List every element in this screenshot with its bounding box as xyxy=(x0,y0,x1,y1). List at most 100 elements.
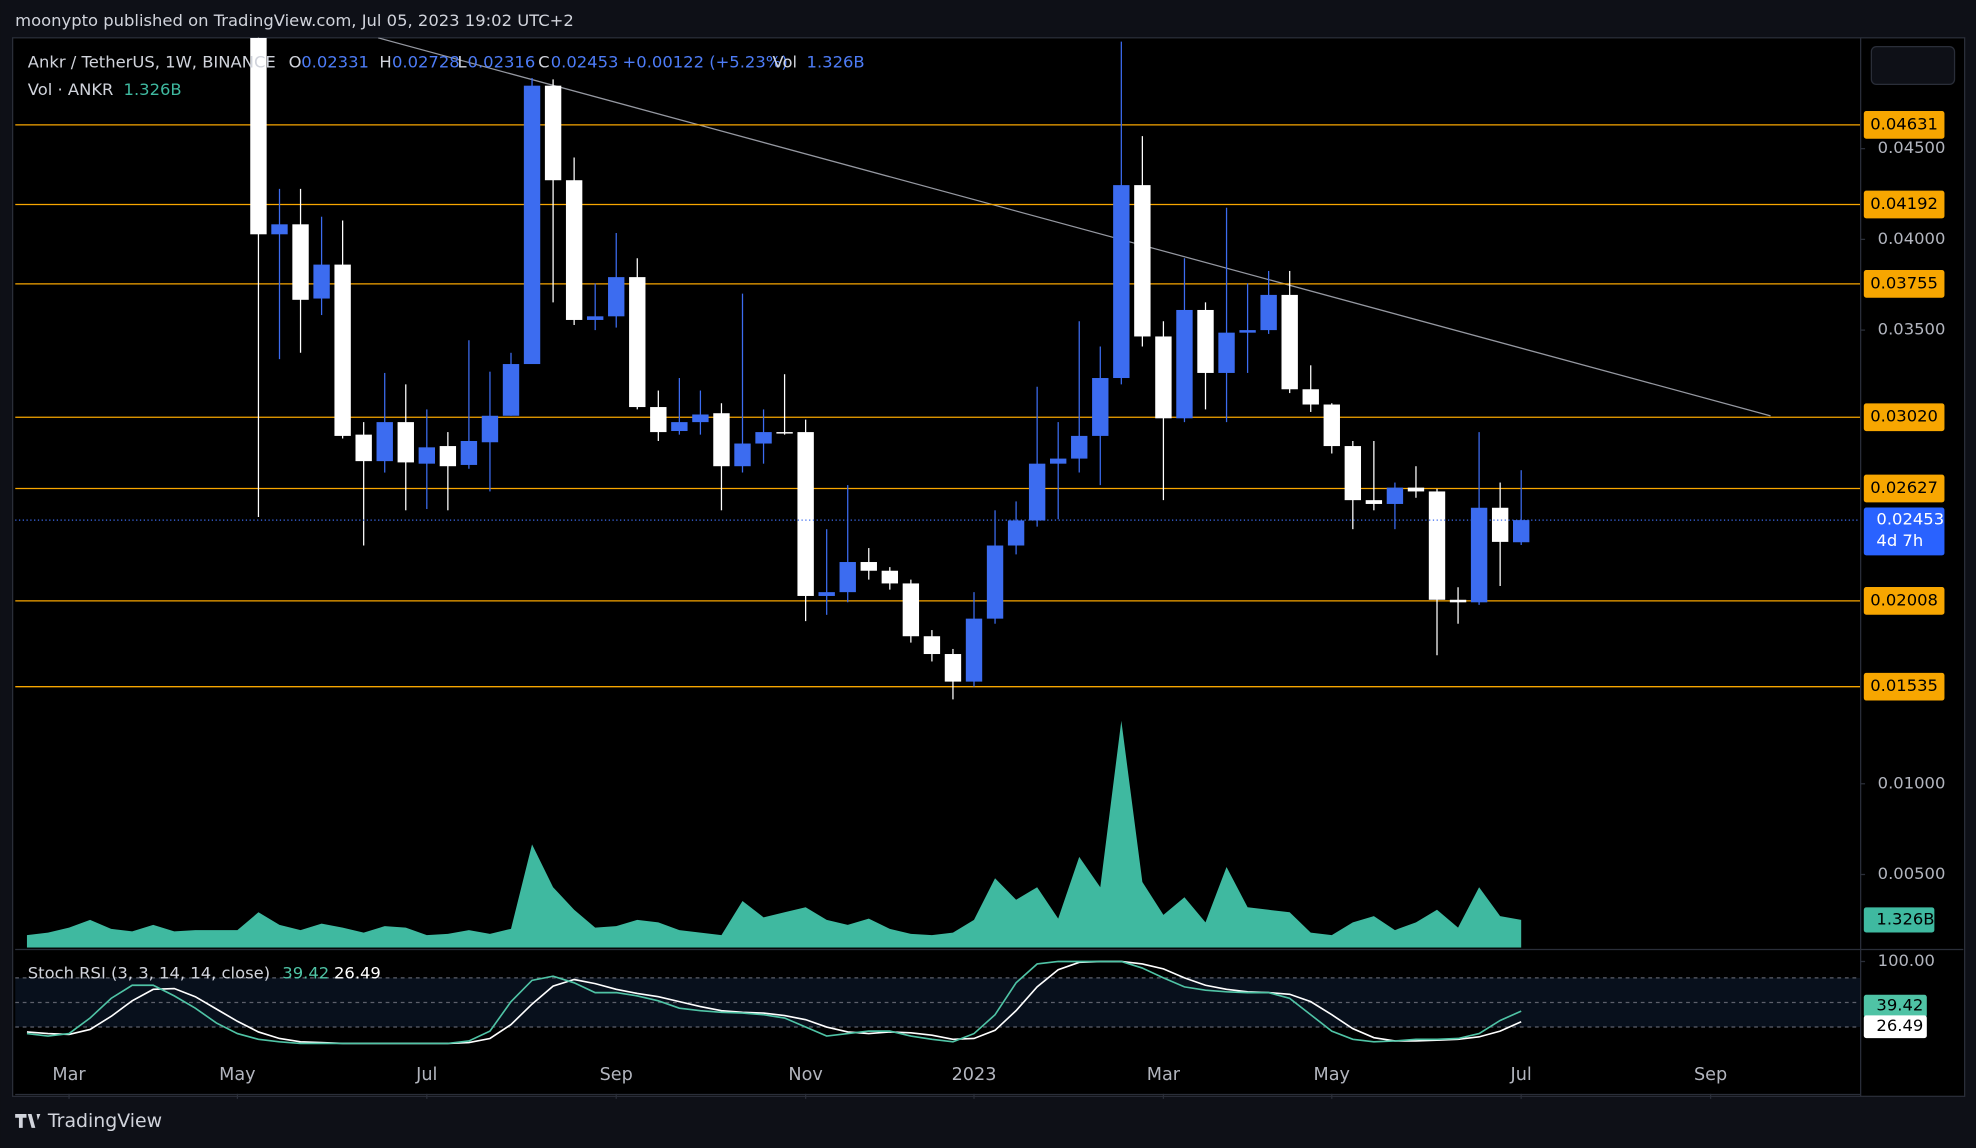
level-tag xyxy=(1863,403,1945,432)
candle-body xyxy=(439,446,457,467)
candle-body xyxy=(713,413,730,467)
legend-key: O xyxy=(289,53,302,72)
header: moonypto published on TradingView.com, J… xyxy=(15,11,574,30)
candle-body xyxy=(1470,507,1488,603)
level-label: 0.01535 xyxy=(1870,676,1938,695)
price-tag xyxy=(1863,507,1945,556)
x-tick-label: May xyxy=(1314,1065,1350,1085)
candle-body xyxy=(1197,309,1214,373)
level-label: 0.02008 xyxy=(1870,590,1938,609)
x-tick-label: Sep xyxy=(1694,1065,1727,1085)
candle-body xyxy=(608,277,625,317)
price-tag-label: 0.02453 xyxy=(1876,510,1944,529)
stoch-pane xyxy=(15,960,1861,1045)
candle-body xyxy=(1344,446,1362,501)
candle-body xyxy=(692,414,709,423)
volume-title: Vol · ANKR xyxy=(28,80,114,99)
candle-body xyxy=(797,432,814,596)
candle-body xyxy=(1302,389,1319,405)
y-tick-label: 0.03500 xyxy=(1878,320,1946,339)
candle-body xyxy=(1260,294,1277,331)
candle-body xyxy=(881,570,899,584)
volume-tag-label: 1.326B xyxy=(1876,909,1934,928)
candle-body xyxy=(1218,332,1235,373)
candle-body xyxy=(271,224,288,235)
legend-key: C xyxy=(538,53,549,72)
level-tag xyxy=(1863,269,1945,298)
candle-body xyxy=(544,85,562,181)
candle-body xyxy=(1092,378,1109,436)
y-tick-label: 0.01000 xyxy=(1878,773,1946,792)
stoch-title: Stoch RSI (3, 3, 14, 14, close) xyxy=(28,964,270,983)
level-label: 0.03020 xyxy=(1870,407,1938,426)
candle-body xyxy=(1281,294,1298,390)
candle-body xyxy=(776,432,793,434)
candle-body xyxy=(965,618,983,682)
candle-body xyxy=(460,440,478,465)
stoch-d-tag xyxy=(1863,1015,1927,1039)
x-tick-label: May xyxy=(219,1065,255,1085)
candle-body xyxy=(1007,520,1025,546)
candle-body xyxy=(313,264,330,299)
candle-body xyxy=(734,443,751,467)
candle-body xyxy=(1365,500,1383,504)
candle-body xyxy=(565,180,583,320)
level-label: 0.02627 xyxy=(1870,478,1938,497)
candle-body xyxy=(650,407,667,433)
candle-body xyxy=(355,434,372,462)
price-tag-timer: 4d 7h xyxy=(1876,531,1923,550)
candle-body xyxy=(1449,599,1467,603)
level-tag xyxy=(1863,190,1945,219)
y-tick-label: 0.04000 xyxy=(1878,229,1946,248)
x-tick-label: Mar xyxy=(1147,1065,1181,1085)
candle-body xyxy=(1071,435,1088,459)
candle-body xyxy=(1407,487,1425,492)
legend-close: 0.02453 xyxy=(551,53,619,72)
level-tag xyxy=(1863,586,1945,615)
volume-tag xyxy=(1863,907,1935,933)
candle-body xyxy=(481,415,499,443)
x-tick-label: Jul xyxy=(1510,1065,1532,1085)
candle-body xyxy=(1049,458,1067,464)
candle-body xyxy=(1134,185,1151,337)
stoch-d-legend: 26.49 xyxy=(334,964,381,983)
stoch-tick-label: 100.00 xyxy=(1878,951,1935,970)
legend-key: H xyxy=(379,53,391,72)
level-label: 0.04631 xyxy=(1870,114,1938,133)
brand: TradingView xyxy=(47,1110,162,1132)
legend-low: 0.02316 xyxy=(468,53,536,72)
volume-legend-value: 1.326B xyxy=(124,80,182,99)
candle-body xyxy=(1239,330,1256,333)
legend-key: L xyxy=(457,53,467,72)
x-tick-label: Sep xyxy=(600,1065,633,1085)
candle-body xyxy=(397,422,414,463)
y-tick-label: 0.04500 xyxy=(1878,138,1946,157)
candle-body xyxy=(1176,309,1193,419)
candle-body xyxy=(250,37,267,235)
y-tick-label: 0.00500 xyxy=(1878,864,1946,883)
level-label: 0.03755 xyxy=(1870,273,1938,292)
legend-key: Vol xyxy=(773,53,798,72)
level-tag xyxy=(1863,672,1945,701)
legend-open: 0.02331 xyxy=(301,53,369,72)
level-label: 0.04192 xyxy=(1870,194,1938,213)
toolbar-button[interactable] xyxy=(1870,45,1956,86)
level-tag xyxy=(1863,111,1945,139)
volume-area xyxy=(26,720,1522,948)
candle-body xyxy=(1113,185,1130,379)
candle-body xyxy=(1028,463,1046,521)
candle-body xyxy=(1155,336,1172,419)
stoch-k-line xyxy=(26,960,1522,1045)
level-tag xyxy=(1863,474,1945,503)
legend-high: 0.02728 xyxy=(392,53,460,72)
x-tick-label: Jul xyxy=(415,1065,437,1085)
candle-body xyxy=(502,364,520,416)
candle-body xyxy=(1491,507,1509,542)
legend-change: +0.00122 (+5.23%) xyxy=(623,53,788,72)
stoch-d-tag-label: 26.49 xyxy=(1876,1016,1923,1035)
candle-body xyxy=(334,264,351,436)
candle-body xyxy=(418,447,436,464)
stoch-k-legend: 39.42 xyxy=(282,964,329,983)
legend-volume: 1.326B xyxy=(807,53,865,72)
candle-body xyxy=(629,277,646,408)
